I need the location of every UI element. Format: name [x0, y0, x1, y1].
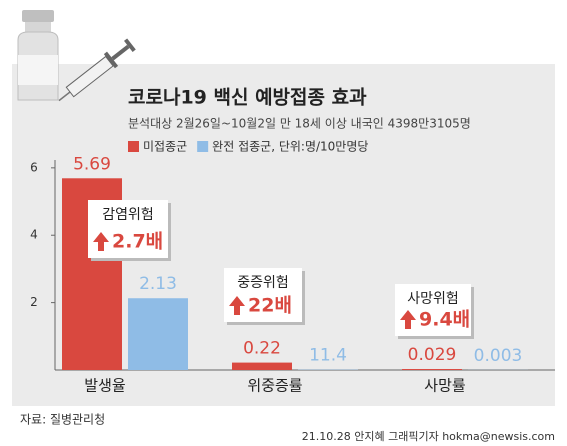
- data-label: 5.69: [73, 154, 111, 174]
- chart-title: 코로나19 백신 예방접종 효과: [128, 87, 367, 109]
- data-label: 0.22: [243, 339, 281, 359]
- annotation-label: 사망위험: [407, 291, 459, 307]
- annotation-factor: 22배: [248, 295, 292, 317]
- data-label: 0.029: [408, 345, 457, 365]
- credit: 21.10.28 안지혜 그래픽기자 hokma@newsis.com: [302, 430, 555, 443]
- arrow-icon: [400, 310, 416, 329]
- vaccine-icon: [17, 10, 136, 102]
- arrow-icon: [93, 232, 109, 251]
- legend-swatch: [128, 141, 139, 152]
- legend-swatch: [197, 141, 209, 152]
- data-label: 11.4: [309, 346, 347, 366]
- data-label: 2.13: [139, 274, 177, 294]
- x-tick-label: 사망률: [424, 377, 466, 395]
- x-tick-label: 위중증률: [247, 377, 302, 395]
- x-tick-label: 발생율: [84, 377, 125, 395]
- y-tick-label: 4: [30, 228, 38, 242]
- bar: [402, 369, 462, 370]
- annotation-label: 중증위험: [237, 275, 289, 291]
- bar: [128, 298, 188, 370]
- data-label: 0.003: [474, 346, 523, 366]
- unit-note: , 단위:명/10만명당: [271, 140, 368, 154]
- annotation-factor: 9.4배: [419, 309, 470, 331]
- y-tick-label: 6: [30, 160, 38, 174]
- legend-label: 미접종군: [143, 140, 187, 154]
- annotation-label: 감염위험: [102, 207, 154, 223]
- subtitle: 분석대상 2월26일~10월2일 만 18세 이상 내국인 4398만3105명: [128, 117, 471, 131]
- y-tick-label: 2: [30, 295, 38, 309]
- annotation-factor: 2.7배: [112, 231, 163, 253]
- legend-label: 완전 접종군: [212, 140, 271, 154]
- arrow-icon: [229, 296, 245, 315]
- bar: [232, 362, 292, 370]
- source: 자료: 질병관리청: [20, 413, 105, 427]
